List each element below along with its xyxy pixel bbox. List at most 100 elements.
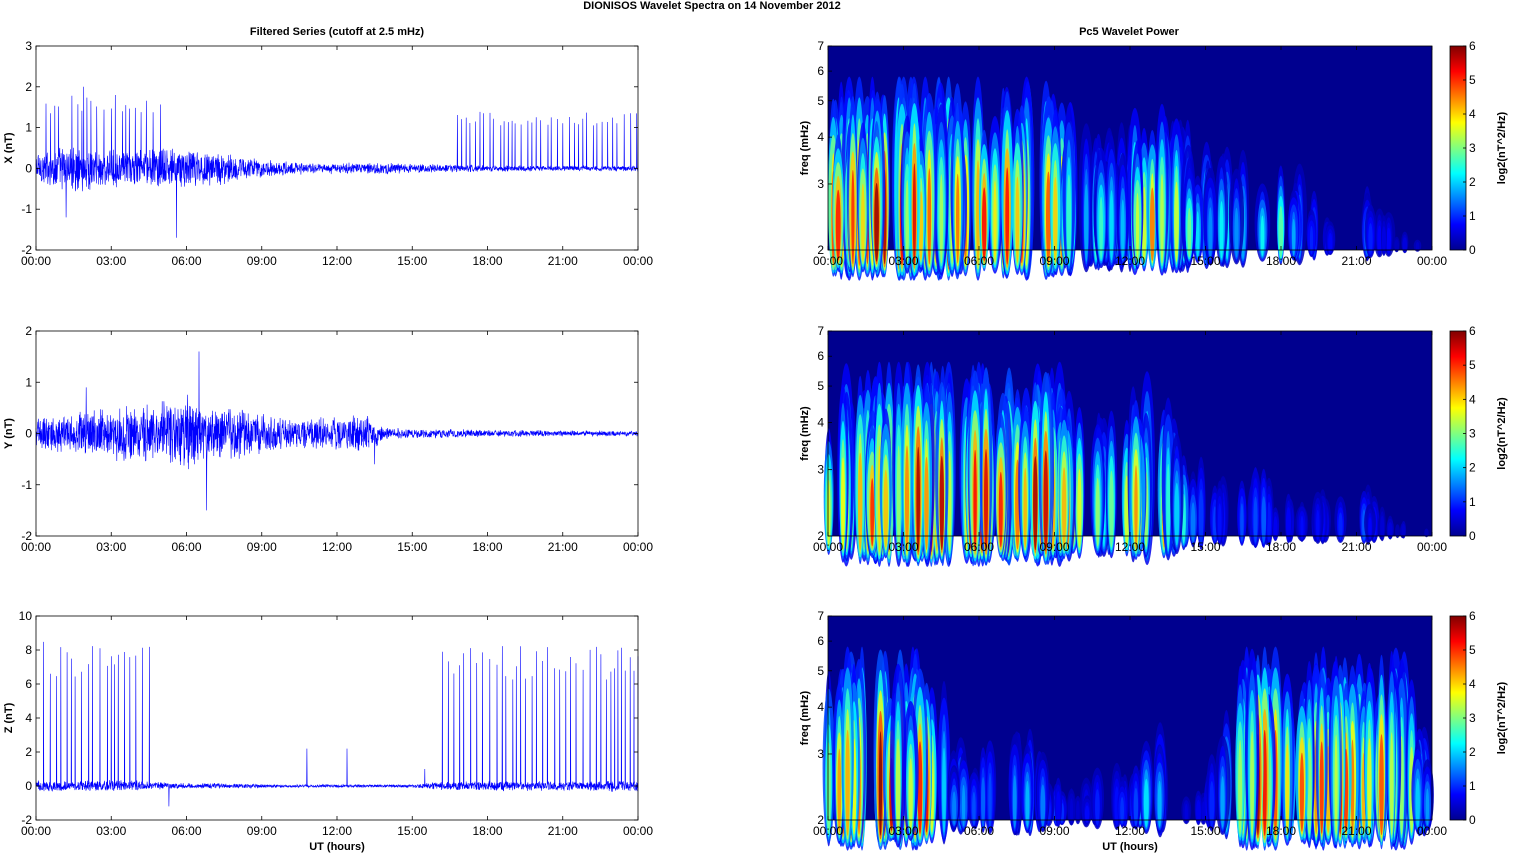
y-tick-label: 0 xyxy=(25,427,32,441)
power-cell xyxy=(1160,174,1164,264)
power-cell xyxy=(1394,239,1399,253)
x-tick-label: 06:00 xyxy=(171,540,201,554)
power-cell xyxy=(1133,787,1139,826)
power-cell xyxy=(1395,524,1400,539)
x-tick-label: 21:00 xyxy=(548,254,578,268)
power-cell xyxy=(845,729,850,836)
y-tick-label: 4 xyxy=(817,416,824,430)
power-cell xyxy=(1267,501,1271,543)
power-cell xyxy=(1040,784,1046,827)
x-tick-label: 09:00 xyxy=(247,254,277,268)
power-cell xyxy=(1261,496,1266,543)
power-cell xyxy=(1253,496,1258,543)
power-cell xyxy=(984,449,988,552)
colorbar-label: log2(nT^2/Hz) xyxy=(1496,111,1508,184)
x-tick-label: 15:00 xyxy=(397,254,427,268)
power-cell xyxy=(1109,190,1114,261)
y-axis-label: freq (mHz) xyxy=(799,120,811,175)
power-cell xyxy=(1379,734,1384,836)
colorbar-tick-label: 6 xyxy=(1469,609,1476,623)
power-cell xyxy=(895,738,901,835)
y-tick-label: 2 xyxy=(25,80,32,94)
y-tick-label: 1 xyxy=(25,121,32,135)
y-tick-label: 3 xyxy=(817,747,824,761)
power-cell xyxy=(1066,174,1072,264)
power-cell xyxy=(1174,181,1179,262)
y-tick-label: 3 xyxy=(817,177,824,191)
x-tick-label: 12:00 xyxy=(1115,254,1145,268)
colorbar-tick-label: 3 xyxy=(1469,711,1476,725)
power-cell xyxy=(1043,450,1049,552)
x-tick-label: 00:00 xyxy=(21,254,51,268)
power-cell xyxy=(1120,199,1125,259)
colorbar-tick-label: 2 xyxy=(1469,745,1476,759)
series-panel: -2 -1 0 1 2 Y (nT) 00:00 03:00 06:00 09:00 12:00 15… xyxy=(3,324,653,554)
power-cell xyxy=(1234,207,1239,258)
power-cell xyxy=(924,456,929,550)
power-cell xyxy=(858,452,863,551)
x-tick-label: 00:00 xyxy=(1417,540,1447,554)
x-tick-label: 18:00 xyxy=(472,254,502,268)
power-cell xyxy=(1198,489,1204,545)
x-tick-label: 00:00 xyxy=(623,540,653,554)
power-cell xyxy=(1135,192,1140,261)
x-tick-label: 09:00 xyxy=(1039,824,1069,838)
y-tick-label: 3 xyxy=(817,463,824,477)
left-column-title: Filtered Series (cutoff at 2.5 mHz) xyxy=(250,26,425,38)
x-tick-label: 03:00 xyxy=(888,540,918,554)
colorbar-tick-label: 3 xyxy=(1469,427,1476,441)
y-tick-label: 5 xyxy=(817,379,824,393)
power-cell xyxy=(1424,528,1429,538)
x-tick-label: 15:00 xyxy=(397,540,427,554)
power-cell xyxy=(1166,463,1171,549)
power-cell xyxy=(942,747,946,833)
power-cell xyxy=(1120,797,1124,824)
y-tick-label: 6 xyxy=(25,677,32,691)
y-tick-label: -2 xyxy=(21,243,32,257)
y-tick-label: 2 xyxy=(817,529,824,543)
power-cell xyxy=(1109,470,1114,548)
power-cell xyxy=(1415,778,1420,828)
power-cell xyxy=(1056,791,1061,826)
power-cell xyxy=(1095,789,1100,826)
x-tick-label: 00:00 xyxy=(623,824,653,838)
x-tick-label: 03:00 xyxy=(96,540,126,554)
colorbar-tick-label: 4 xyxy=(1469,107,1476,121)
power-cell xyxy=(1069,798,1074,824)
y-tick-label: 2 xyxy=(25,324,32,338)
power-cell xyxy=(1260,215,1265,257)
colorbar-tick-label: 0 xyxy=(1469,813,1476,827)
power-cell xyxy=(1084,184,1089,262)
power-cell xyxy=(1219,201,1224,259)
y-tick-label: -2 xyxy=(21,813,32,827)
colorbar-tick-label: 0 xyxy=(1469,243,1476,257)
y-tick-label: 8 xyxy=(25,643,32,657)
x-tick-label: 12:00 xyxy=(322,540,352,554)
x-tick-label: 00:00 xyxy=(21,824,51,838)
power-cell xyxy=(917,741,923,834)
power-cell xyxy=(1367,738,1372,835)
y-tick-label: 4 xyxy=(25,711,32,725)
power-cell xyxy=(908,758,913,831)
y-tick-label: 3 xyxy=(25,39,32,53)
power-cell xyxy=(952,791,957,825)
spectrogram-cells xyxy=(823,361,1429,567)
spectrogram-panel: 2 3 4 5 6 7 freq (mHz) 00:00 03:00 06:00 09:00 12:0… xyxy=(799,39,1508,281)
colorbar-tick-label: 1 xyxy=(1469,495,1476,509)
x-tick-label: 03:00 xyxy=(96,254,126,268)
x-tick-label: 00:00 xyxy=(1417,824,1447,838)
power-cell xyxy=(896,445,901,552)
power-cell xyxy=(939,174,944,264)
colorbar-tick-label: 5 xyxy=(1469,358,1476,372)
colorbar-tick-label: 2 xyxy=(1469,461,1476,475)
x-tick-label: 12:00 xyxy=(322,254,352,268)
power-cell xyxy=(1401,523,1406,539)
power-cell xyxy=(1415,241,1420,252)
power-cell xyxy=(1389,732,1394,836)
x-tick-label: 18:00 xyxy=(472,824,502,838)
power-cell xyxy=(1425,788,1430,826)
series-panel: -2 -1 0 1 2 3 X (nT) 00:00 03:00 06:00 09:00 12:00 1… xyxy=(3,39,653,268)
power-cell xyxy=(916,446,920,552)
power-cell xyxy=(998,471,1003,548)
y-tick-label: 6 xyxy=(817,64,824,78)
